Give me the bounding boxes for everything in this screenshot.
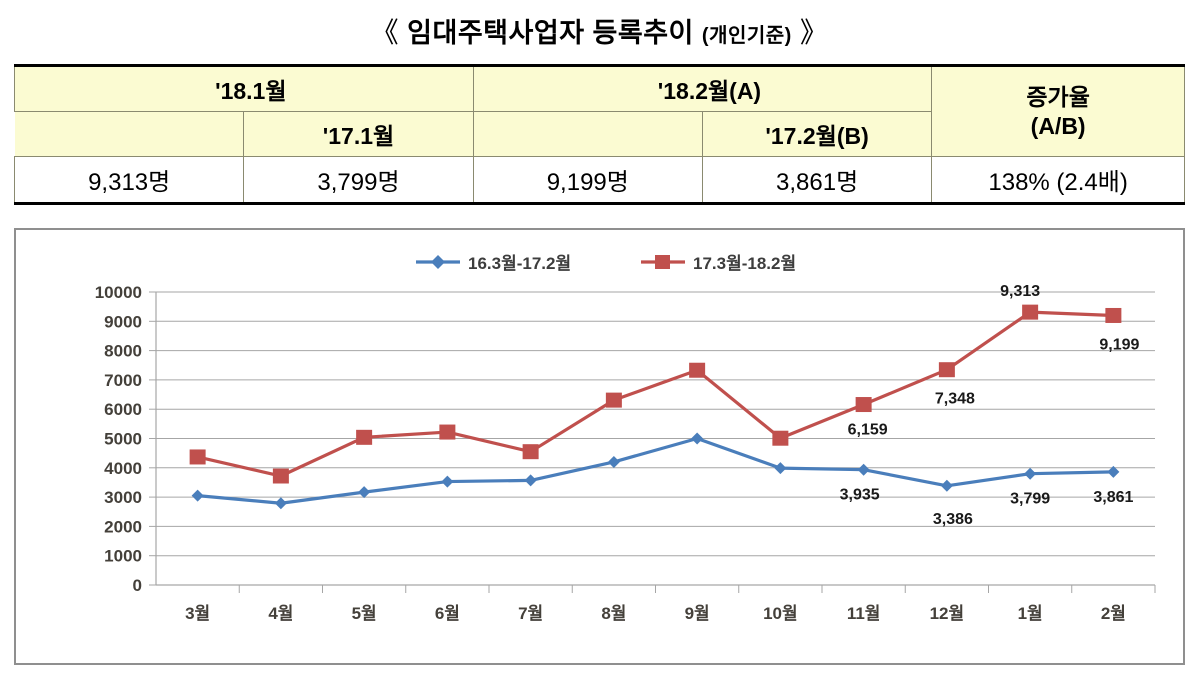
data-point-label: 3,386	[933, 511, 973, 528]
page-title: 《 임대주택사업자 등록추이 (개인기준) 》	[0, 0, 1199, 52]
legend-label: 17.3월-18.2월	[693, 254, 796, 273]
y-axis-label: 6000	[104, 400, 142, 419]
value-cell-18-2: 9,199명	[472, 156, 703, 204]
value-cell-growth-rate: 138% (2.4배)	[931, 156, 1185, 204]
data-point-square	[772, 430, 789, 446]
table-header-row-2: '17.1월 '17.2월(B)	[14, 111, 1185, 157]
data-point-square	[272, 468, 289, 484]
header-cell-spacer-1	[14, 111, 245, 157]
x-axis-label: 8월	[601, 604, 626, 623]
registration-trend-chart: 16.3월-17.2월 17.3월-18.2월 0 1000 2000 3000 4000 5…	[14, 228, 1185, 665]
data-point-square	[1105, 307, 1122, 323]
x-axis-label: 11월	[847, 604, 881, 623]
y-axis-label: 5000	[104, 430, 142, 449]
data-point-diamond	[1107, 465, 1120, 478]
title-bracket-close: 》	[799, 17, 829, 48]
data-point-square	[1022, 304, 1039, 320]
y-axis-label: 7000	[104, 371, 142, 390]
value-cell-17-2: 3,861명	[701, 156, 933, 204]
data-point-diamond	[607, 455, 620, 468]
table-value-row: 9,313명 3,799명 9,199명 3,861명 138% (2.4배)	[13, 156, 1185, 204]
data-point-diamond	[441, 475, 454, 488]
data-point-diamond	[191, 489, 204, 502]
x-axis-label: 1월	[1018, 604, 1043, 623]
y-axis-label: 0	[133, 576, 142, 595]
value-cell-18-1: 9,313명	[13, 156, 245, 204]
y-axis-label: 4000	[104, 459, 142, 478]
data-point-diamond	[857, 463, 870, 476]
series-line-diamond	[197, 436, 1114, 505]
x-axis-label: 7월	[518, 604, 543, 623]
x-axis-label: 6월	[435, 604, 460, 623]
title-bracket-open: 《	[370, 17, 400, 48]
legend-label: 16.3월-17.2월	[468, 254, 571, 273]
data-point-diamond	[1024, 467, 1037, 480]
title-sub-text: (개인기준)	[701, 25, 792, 47]
data-point-square	[605, 392, 622, 408]
statistics-table: '18.1월 '18.2월(A) 증가율 (A/B) '17.1월 '17.2월…	[13, 64, 1185, 205]
header-cell-spacer-2	[473, 111, 703, 157]
statistics-table-wrapper: '18.1월 '18.2월(A) 증가율 (A/B) '17.1월 '17.2월…	[13, 64, 1185, 205]
x-axis-label: 12월	[930, 604, 965, 623]
x-axis-label: 9월	[685, 604, 710, 623]
growth-rate-formula: (A/B)	[1030, 112, 1086, 139]
y-axis-label: 2000	[104, 517, 142, 536]
data-point-label: 3,935	[840, 487, 880, 504]
y-axis-label: 3000	[104, 488, 142, 507]
legend-square-marker	[655, 255, 670, 269]
value-cell-17-1: 3,799명	[243, 156, 474, 204]
title-main-text: 임대주택사업자 등록추이	[407, 18, 694, 48]
y-axis-label: 1000	[104, 547, 142, 566]
data-point-square	[855, 397, 872, 413]
y-axis-label: 8000	[104, 342, 142, 361]
data-point-square	[189, 449, 206, 465]
data-point-diamond	[274, 497, 287, 510]
header-cell-17-2-b: '17.2월(B)	[701, 111, 933, 157]
data-point-label: 9,199	[1099, 336, 1139, 353]
growth-rate-label: 증가율	[1026, 83, 1090, 110]
data-point-square	[938, 362, 955, 378]
x-axis-label: 5월	[352, 604, 377, 623]
table-header-row-1: '18.1월 '18.2월(A) 증가율 (A/B)	[14, 65, 1185, 157]
header-cell-growth-rate: 증가율 (A/B)	[931, 65, 1185, 157]
x-axis-label: 4월	[268, 604, 293, 623]
data-point-label: 3,861	[1093, 489, 1133, 506]
data-point-square	[356, 429, 373, 445]
data-point-diamond	[524, 474, 537, 487]
data-point-square	[522, 444, 539, 460]
chart-canvas: 16.3월-17.2월 17.3월-18.2월 0 1000 2000 3000 4000 5…	[95, 254, 1156, 623]
header-cell-17-1: '17.1월	[243, 111, 474, 157]
x-axis-label: 3월	[185, 604, 210, 623]
x-axis-label: 10월	[763, 604, 798, 623]
y-axis-label: 10000	[95, 283, 142, 302]
header-cell-18-2-a: '18.2월(A)	[472, 65, 933, 112]
data-point-diamond	[691, 432, 704, 445]
data-point-label: 3,799	[1010, 491, 1050, 508]
series-line-square	[197, 310, 1114, 478]
x-axis-label: 2월	[1101, 604, 1126, 623]
y-axis-label: 9000	[104, 312, 142, 331]
data-point-square	[689, 362, 706, 378]
data-point-label: 6,159	[848, 422, 888, 439]
data-point-diamond	[774, 462, 787, 475]
data-point-label: 7,348	[935, 391, 975, 408]
data-point-label: 9,313	[1000, 283, 1040, 300]
legend-diamond-marker	[431, 255, 445, 269]
header-cell-18-1: '18.1월	[14, 65, 474, 112]
data-point-square	[439, 424, 456, 440]
data-point-diamond	[940, 479, 953, 492]
data-point-diamond	[358, 486, 371, 499]
